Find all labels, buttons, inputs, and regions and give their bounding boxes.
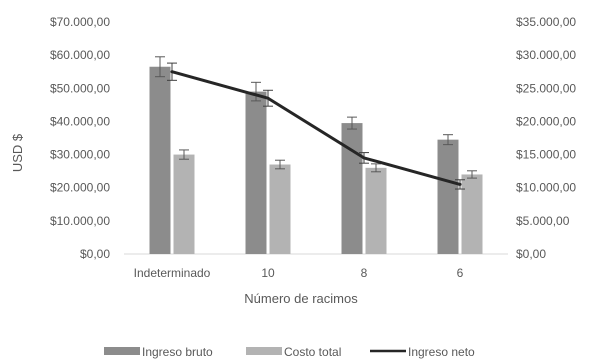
- left-tick-label: $70.000,00: [50, 15, 110, 29]
- line-series: [167, 62, 465, 190]
- left-tick-label: $40.000,00: [50, 114, 110, 128]
- category-label: 8: [361, 266, 368, 280]
- bar-ingreso-bruto: [341, 123, 363, 254]
- left-tick-label: $10.000,00: [50, 214, 110, 228]
- bar-costo-total: [365, 167, 387, 254]
- line-point: [362, 156, 366, 160]
- bar-costo-total: [269, 164, 291, 254]
- category-labels: Indeterminado 10 8 6: [134, 266, 464, 280]
- line-point: [458, 182, 462, 186]
- legend-label-costo-total: Costo total: [284, 345, 341, 359]
- right-tick-label: $20.000,00: [516, 114, 576, 128]
- right-tick-label: $30.000,00: [516, 48, 576, 62]
- left-tick-label: $20.000,00: [50, 181, 110, 195]
- left-tick-label: $30.000,00: [50, 148, 110, 162]
- right-tick-label: $15.000,00: [516, 148, 576, 162]
- right-tick-label: $0,00: [516, 247, 546, 261]
- category-label: Indeterminado: [134, 266, 211, 280]
- right-tick-label: $5.000,00: [516, 214, 570, 228]
- legend-label-ingreso-neto: Ingreso neto: [408, 345, 475, 359]
- right-tick-label: $10.000,00: [516, 181, 576, 195]
- bar-ingreso-bruto: [437, 139, 459, 254]
- legend-swatch-ingreso-bruto: [104, 347, 140, 355]
- right-tick-label: $35.000,00: [516, 15, 576, 29]
- legend: Ingreso bruto Costo total Ingreso neto: [104, 345, 475, 359]
- line-point: [266, 96, 270, 100]
- category-label: 6: [457, 266, 464, 280]
- right-tick-label: $25.000,00: [516, 81, 576, 95]
- legend-swatch-costo-total: [246, 347, 282, 355]
- bar-ingreso-bruto: [149, 66, 171, 254]
- category-label: 10: [261, 266, 275, 280]
- bar-costo-total: [461, 174, 483, 254]
- line-point: [170, 70, 174, 74]
- bar-costo-total: [173, 154, 195, 254]
- left-axis-ticks: $0,00 $10.000,00 $20.000,00 $30.000,00 $40.0…: [50, 15, 110, 261]
- left-tick-label: $60.000,00: [50, 48, 110, 62]
- left-tick-label: $0,00: [80, 247, 110, 261]
- line-ingreso-neto: [171, 70, 461, 186]
- x-axis-title: Número de racimos: [244, 291, 358, 306]
- y-axis-title: USD $: [10, 133, 25, 172]
- left-tick-label: $50.000,00: [50, 81, 110, 95]
- legend-label-ingreso-bruto: Ingreso bruto: [142, 345, 213, 359]
- bar-ingreso-bruto: [245, 91, 267, 254]
- bar-series: [149, 56, 483, 254]
- right-axis-ticks: $0,00 $5.000,00 $10.000,00 $15.000,00 $20.00…: [516, 15, 576, 261]
